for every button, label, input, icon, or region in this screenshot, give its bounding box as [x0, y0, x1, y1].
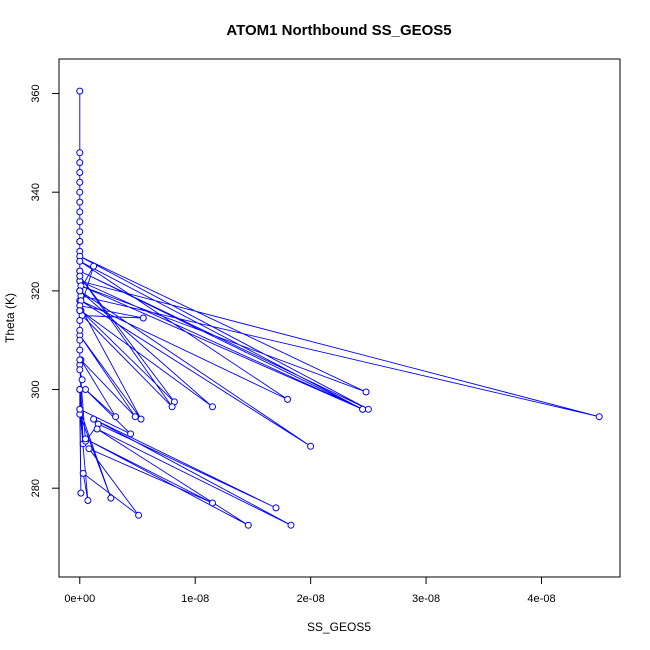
data-point [272, 504, 280, 512]
data-point [90, 415, 98, 423]
data-point [76, 326, 84, 334]
y-tick-label: 360 [30, 84, 42, 102]
data-point [76, 307, 84, 315]
data-point [107, 494, 115, 502]
data-point [93, 425, 101, 433]
data-point [131, 413, 139, 421]
data-point [76, 198, 84, 206]
data-point [76, 178, 84, 186]
data-point [362, 388, 370, 396]
data-point [168, 403, 176, 411]
data-point [76, 257, 84, 265]
data-point [85, 445, 93, 453]
x-tick-label: 4e-08 [527, 593, 555, 605]
x-tick-label: 1e-08 [181, 593, 209, 605]
x-axis: 0e+00 1e-08 2e-08 3e-08 4e-08 [64, 576, 556, 605]
series-group [76, 87, 603, 529]
data-point [84, 497, 92, 504]
data-point [76, 346, 84, 354]
data-point [137, 415, 145, 423]
data-point [595, 413, 603, 421]
data-point [244, 521, 252, 529]
data-point [287, 521, 295, 529]
data-point [209, 499, 216, 507]
data-point [90, 262, 98, 270]
data-point [79, 469, 87, 477]
data-point [76, 366, 84, 374]
chart-title: ATOM1 Northbound SS_GEOS5 [226, 22, 451, 39]
data-point [76, 169, 84, 176]
data-point [76, 336, 84, 344]
data-point [76, 218, 84, 226]
data-point [76, 208, 84, 216]
data-point [76, 386, 84, 393]
x-tick-label: 0e+00 [64, 593, 95, 605]
y-tick-label: 340 [30, 183, 42, 201]
data-point [76, 87, 84, 95]
data-point [364, 405, 372, 413]
data-point [82, 435, 89, 443]
data-point [307, 442, 315, 450]
y-axis-label: Theta (K) [3, 293, 17, 343]
data-point [127, 430, 135, 438]
data-point [76, 272, 84, 280]
data-point [135, 511, 143, 519]
x-tick-label: 2e-08 [297, 593, 325, 605]
data-point [76, 238, 84, 245]
data-point [76, 228, 84, 236]
y-tick-label: 320 [30, 282, 42, 300]
data-point [209, 403, 216, 411]
data-point [76, 149, 84, 157]
data-point [78, 376, 86, 384]
y-tick-label: 300 [30, 380, 42, 398]
y-axis: 280 300 320 340 360 [30, 84, 60, 497]
x-tick-label: 3e-08 [412, 593, 440, 605]
data-point [76, 188, 84, 196]
data-point [77, 489, 85, 497]
data-point [284, 395, 292, 403]
data-point [76, 405, 84, 413]
data-point [76, 317, 84, 324]
data-point [76, 287, 84, 295]
y-tick-label: 280 [30, 479, 42, 497]
data-point [76, 159, 84, 167]
data-point [82, 386, 89, 393]
data-point [112, 413, 120, 421]
x-axis-label: SS_GEOS5 [307, 620, 371, 634]
data-point [139, 314, 147, 322]
data-point [359, 405, 367, 413]
data-point [76, 356, 84, 364]
